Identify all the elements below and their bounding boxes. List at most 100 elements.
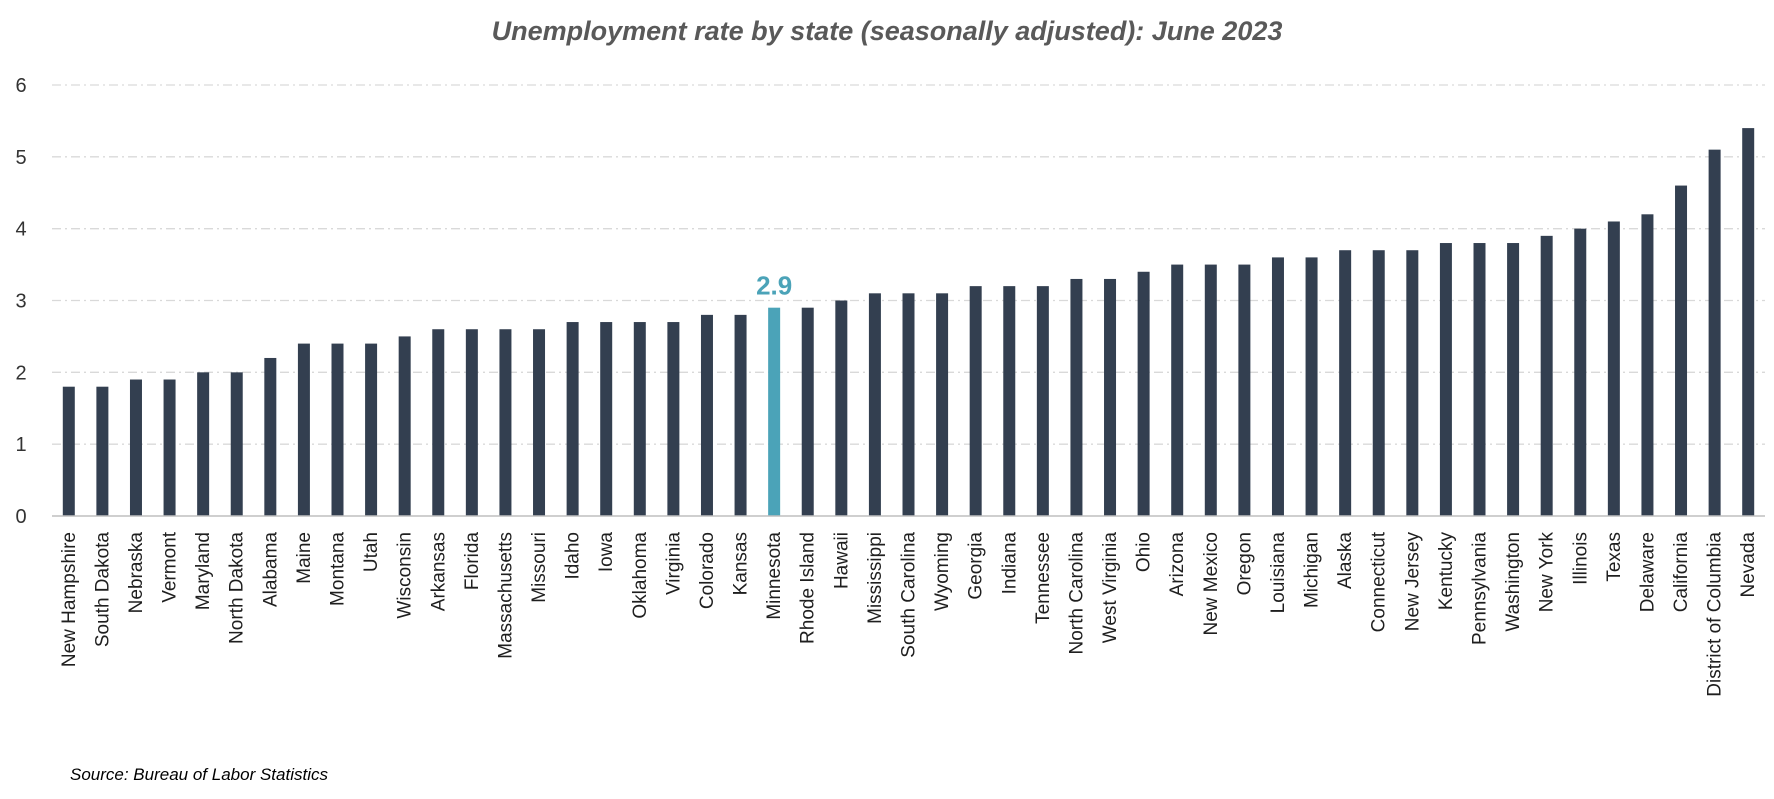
x-tick-label: Minnesota xyxy=(764,532,785,620)
bar-alaska xyxy=(1339,250,1352,516)
x-tick-label: California xyxy=(1671,532,1692,613)
bar-pennsylvania xyxy=(1473,243,1486,517)
x-tick-label: Washington xyxy=(1503,532,1524,632)
bar-idaho xyxy=(566,322,579,516)
x-tick-label: Alaska xyxy=(1335,532,1356,589)
x-tick-label: Oregon xyxy=(1234,532,1255,595)
x-tick-label: Missouri xyxy=(529,532,550,603)
bar-new-jersey xyxy=(1406,250,1419,516)
bar-rhode-island xyxy=(801,307,814,516)
bar-maryland xyxy=(197,372,210,516)
x-tick-label: South Dakota xyxy=(92,532,113,648)
x-tick-label: South Carolina xyxy=(899,532,920,658)
bar-new-hampshire xyxy=(62,386,75,516)
x-tick-label: Massachusetts xyxy=(495,532,516,659)
bar-alabama xyxy=(264,357,277,516)
x-tick-label: Kentucky xyxy=(1436,532,1457,611)
x-tick-label: Texas xyxy=(1604,532,1625,582)
y-tick-label: 5 xyxy=(15,147,26,169)
data-label-highlight: 2.9 xyxy=(756,271,792,301)
x-tick-label: Vermont xyxy=(160,531,181,602)
bar-south-carolina xyxy=(902,293,915,516)
x-tick-label: Utah xyxy=(361,532,382,572)
bars xyxy=(62,128,1755,517)
bar-north-dakota xyxy=(230,372,243,516)
bar-georgia xyxy=(969,286,982,516)
chart-title: Unemployment rate by state (seasonally a… xyxy=(491,16,1283,46)
bar-iowa xyxy=(600,322,613,516)
x-tick-label: District of Columbia xyxy=(1705,532,1726,697)
bar-texas xyxy=(1607,221,1620,516)
bar-ohio xyxy=(1137,271,1150,516)
x-tick-label: Louisiana xyxy=(1268,532,1289,614)
x-tick-label: Illinois xyxy=(1570,532,1591,585)
y-tick-label: 0 xyxy=(15,506,26,528)
x-tick-label: Indiana xyxy=(999,532,1020,595)
bar-california xyxy=(1675,185,1688,517)
bar-missouri xyxy=(533,329,546,516)
x-tick-label: Florida xyxy=(462,532,483,591)
bar-mississippi xyxy=(868,293,881,516)
bar-kansas xyxy=(734,314,747,516)
x-tick-label: Tennessee xyxy=(1033,532,1054,624)
bar-south-dakota xyxy=(96,386,109,516)
bar-louisiana xyxy=(1271,257,1284,516)
bar-nevada xyxy=(1742,128,1755,516)
bar-wyoming xyxy=(936,293,949,516)
bar-illinois xyxy=(1574,228,1587,516)
y-tick-label: 6 xyxy=(15,75,26,97)
bar-new-york xyxy=(1540,235,1553,516)
x-tick-label: Delaware xyxy=(1637,532,1658,612)
x-tick-label: Mississippi xyxy=(865,532,886,624)
x-tick-label: Wisconsin xyxy=(395,532,416,619)
x-tick-label: Virginia xyxy=(663,532,684,595)
x-tick-label: Arkansas xyxy=(428,532,449,611)
bar-arkansas xyxy=(432,329,445,516)
x-tick-label: Colorado xyxy=(697,532,718,609)
bar-wisconsin xyxy=(398,336,411,516)
bar-tennessee xyxy=(1036,286,1049,516)
x-tick-label: West Virginia xyxy=(1100,532,1121,644)
bar-hawaii xyxy=(835,300,848,516)
bar-vermont xyxy=(163,379,176,516)
bar-colorado xyxy=(700,314,713,516)
x-tick-label: Nevada xyxy=(1738,532,1759,598)
x-tick-label: Nebraska xyxy=(126,532,147,614)
x-tick-label: Rhode Island xyxy=(798,532,819,644)
bar-michigan xyxy=(1305,257,1318,516)
x-tick-label: Connecticut xyxy=(1369,531,1390,632)
x-tick-label: New Hampshire xyxy=(59,532,80,667)
y-tick-label: 4 xyxy=(15,219,26,241)
data-labels: 2.9 xyxy=(756,271,792,301)
bar-indiana xyxy=(1003,286,1016,516)
bar-north-carolina xyxy=(1070,278,1083,516)
y-tick-label: 3 xyxy=(15,291,26,313)
x-tick-label: Iowa xyxy=(596,532,617,573)
x-tick-label: Idaho xyxy=(563,532,584,580)
x-tick-label: Maryland xyxy=(193,532,214,610)
bar-kentucky xyxy=(1439,243,1452,517)
x-tick-label: Pennsylvania xyxy=(1470,532,1491,645)
bar-maine xyxy=(297,343,310,516)
y-tick-label: 2 xyxy=(15,362,26,384)
bar-new-mexico xyxy=(1204,264,1217,516)
bar-virginia xyxy=(667,322,680,516)
bar-district-of-columbia xyxy=(1708,149,1721,516)
bar-utah xyxy=(365,343,378,516)
x-tick-label: Hawaii xyxy=(831,532,852,589)
bar-oregon xyxy=(1238,264,1251,516)
x-tick-label: New York xyxy=(1537,532,1558,613)
x-tick-label: Arizona xyxy=(1167,532,1188,597)
bar-nebraska xyxy=(129,379,142,516)
x-tick-label: Maine xyxy=(294,532,315,584)
x-tick-label: Oklahoma xyxy=(630,532,651,619)
chart-source: Source: Bureau of Labor Statistics xyxy=(70,765,328,784)
x-tick-label: New Mexico xyxy=(1201,532,1222,635)
x-tick-label: Wyoming xyxy=(932,532,953,611)
x-tick-label: Alabama xyxy=(260,532,281,607)
x-tick-label: New Jersey xyxy=(1402,532,1423,632)
x-tick-label: North Dakota xyxy=(227,532,248,644)
bar-west-virginia xyxy=(1104,278,1117,516)
bar-montana xyxy=(331,343,344,516)
